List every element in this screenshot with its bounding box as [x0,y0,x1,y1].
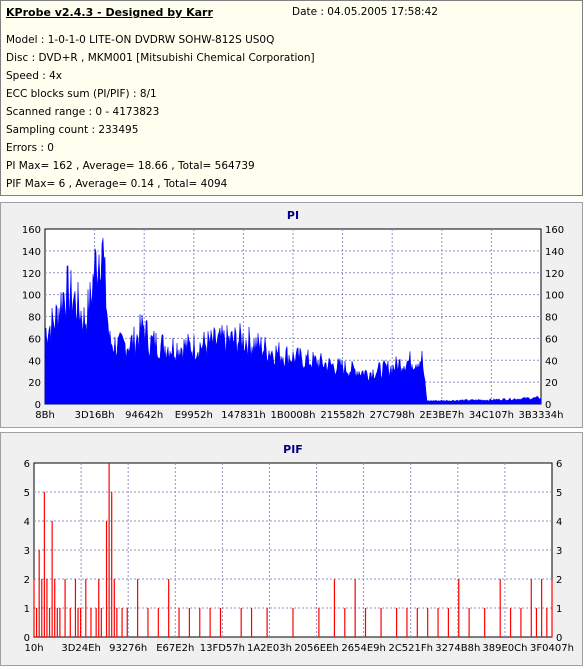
x-tick-label: 147831h [221,410,266,421]
x-tick-label: 2C521Fh [388,643,433,654]
y-tick-label-left: 5 [24,488,30,499]
x-tick-label: 3274B8h [435,643,480,654]
y-tick-label-left: 20 [28,378,41,389]
y-tick-label-left: 2 [24,575,30,586]
x-tick-label: E67E2h [156,643,194,654]
x-tick-label: 8Bh [35,410,55,421]
y-tick-label-right: 120 [545,269,564,280]
y-tick-label-right: 6 [556,459,562,470]
x-tick-label: 3F0407h [530,643,574,654]
pi-summary-line: PI Max= 162 , Average= 18.66 , Total= 56… [6,160,255,172]
pi-data-area [44,238,542,405]
x-tick-label: 389E0Ch [482,643,527,654]
x-tick-label: 1B0008h [270,410,315,421]
app-title: KProbe v2.4.3 - Designed by Karr [6,6,213,19]
y-tick-label-right: 0 [545,400,551,411]
x-tick-label: 93276h [109,643,147,654]
y-tick-label-left: 80 [28,313,41,324]
x-tick-label: 2E3BE7h [419,410,464,421]
x-tick-label: 3D24Eh [61,643,100,654]
y-tick-label-left: 160 [22,225,41,236]
x-tick-label: 94642h [125,410,163,421]
y-tick-label-left: 140 [22,247,41,258]
y-tick-label-left: 0 [24,633,30,644]
pi-chart-panel: PI 0 0 20 20 40 40 60 60 80 80 100 100 120 120 140 140 16… [0,202,583,428]
x-tick-label: 10h [24,643,43,654]
pif-chart: PIF 0 0 1 1 2 2 3 3 4 4 5 5 6 6 10h 3D24Eh 93276h E67E2h 13… [24,443,574,654]
pif-summary-line: PIF Max= 6 , Average= 0.14 , Total= 4094 [6,178,228,190]
y-tick-label-left: 4 [24,517,30,528]
range-line: Scanned range : 0 - 4173823 [6,106,160,118]
y-tick-label-right: 60 [545,334,558,345]
y-tick-label-right: 3 [556,546,562,557]
y-tick-label-right: 160 [545,225,564,236]
y-tick-label-left: 100 [22,291,41,302]
y-tick-label-left: 120 [22,269,41,280]
x-tick-label: 34C107h [469,410,514,421]
y-tick-label-right: 140 [545,247,564,258]
model-line: Model : 1-0-1-0 LITE-ON DVDRW SOHW-812S … [6,34,275,46]
y-tick-label-right: 100 [545,291,564,302]
speed-line: Speed : 4x [6,70,63,82]
x-tick-label: 215582h [320,410,365,421]
pi-chart: PI 0 0 20 20 40 40 60 60 80 80 100 100 120 120 140 140 16… [22,209,564,421]
disc-line: Disc : DVD+R , MKM001 [Mitsubishi Chemic… [6,52,315,64]
x-tick-label: 27C798h [370,410,415,421]
chart-title: PI [287,209,299,222]
y-tick-label-left: 0 [35,400,41,411]
x-tick-label: 3B3334h [518,410,563,421]
x-tick-label: 2654E9h [341,643,385,654]
x-tick-label: 13FD57h [200,643,245,654]
y-tick-label-right: 40 [545,356,558,367]
chart-title: PIF [283,443,303,456]
sampling-line: Sampling count : 233495 [6,124,139,136]
x-tick-label: 3D16Bh [75,410,115,421]
x-tick-label: 2056EEh [294,643,338,654]
errors-line: Errors : 0 [6,142,54,154]
x-tick-label: 1A2E03h [247,643,292,654]
y-tick-label-right: 20 [545,378,558,389]
y-tick-label-left: 1 [24,604,30,615]
ecc-line: ECC blocks sum (PI/PIF) : 8/1 [6,88,157,100]
y-tick-label-right: 4 [556,517,562,528]
y-tick-label-right: 2 [556,575,562,586]
y-tick-label-right: 0 [556,633,562,644]
x-tick-label: E9952h [175,410,213,421]
y-tick-label-left: 3 [24,546,30,557]
y-tick-label-left: 6 [24,459,30,470]
y-tick-label-right: 80 [545,313,558,324]
y-tick-label-left: 40 [28,356,41,367]
info-panel: KProbe v2.4.3 - Designed by Karr Date : … [0,0,583,196]
y-tick-label-right: 5 [556,488,562,499]
pif-chart-panel: PIF 0 0 1 1 2 2 3 3 4 4 5 5 6 6 10h 3D24Eh 93276h E67E2h 13… [0,432,583,666]
y-tick-label-left: 60 [28,334,41,345]
scan-date: Date : 04.05.2005 17:58:42 [292,6,438,18]
y-tick-label-right: 1 [556,604,562,615]
